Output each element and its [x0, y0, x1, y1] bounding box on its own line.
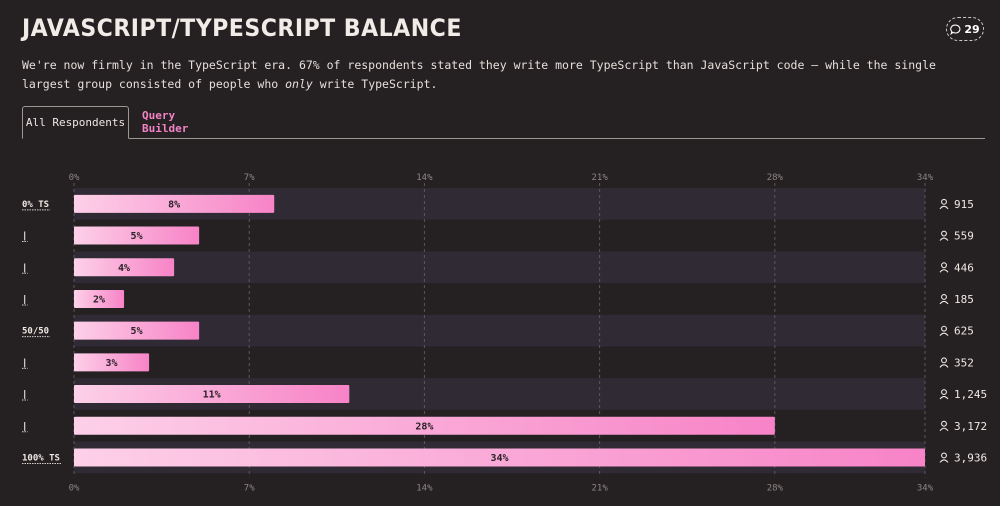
x-tick-label-bottom: 0% [69, 483, 80, 493]
user-icon [939, 294, 949, 305]
user-icon-head [941, 389, 947, 395]
row-label: 100% TS [22, 453, 60, 463]
x-tick-label-bottom: 34% [917, 483, 934, 493]
bar-value-label: 11% [203, 390, 221, 401]
user-icon-head [941, 230, 947, 237]
respondent-count: 915 [954, 198, 974, 211]
x-tick-label-top: 14% [416, 173, 433, 183]
x-tick-label-bottom: 14% [416, 483, 433, 493]
respondent-count: 185 [954, 293, 974, 306]
respondent-count: 559 [954, 230, 974, 243]
x-tick-label-top: 34% [917, 173, 934, 183]
bar-value-label: 4% [118, 263, 130, 274]
bar-value-label: 8% [168, 199, 180, 210]
respondent-count: 1,245 [954, 388, 987, 401]
bar-value-label: 5% [131, 231, 143, 242]
user-icon-body [939, 364, 949, 368]
user-icon-head [941, 262, 947, 269]
row-label: | [22, 263, 27, 273]
comments-button[interactable]: 29 [946, 17, 984, 41]
row-label: 0% TS [22, 200, 49, 210]
bar [74, 289, 125, 308]
chart-description: We're now firmly in the TypeScript era. … [22, 56, 982, 94]
user-icon-head [941, 357, 947, 364]
user-icon-head [941, 325, 947, 332]
user-icon-body [939, 332, 949, 337]
row-label: 50/50 [22, 327, 49, 337]
x-tick-label-top: 21% [591, 173, 608, 183]
respondent-count: 446 [954, 261, 974, 274]
user-icon-head [941, 198, 947, 205]
user-icon-head [941, 294, 947, 300]
user-icon-head [941, 452, 947, 459]
row-label: | [22, 358, 27, 368]
user-icon-body [939, 300, 949, 305]
comment-icon [950, 24, 961, 35]
respondent-count: 352 [954, 356, 974, 369]
row-label: | [22, 422, 27, 432]
x-tick-label-bottom: 21% [591, 483, 608, 493]
bar [74, 448, 925, 467]
bar [74, 385, 350, 404]
bar-value-label: 34% [490, 453, 508, 464]
user-icon-body [939, 459, 949, 463]
user-icon [939, 325, 949, 337]
user-icon [939, 262, 949, 273]
bar-value-label: 2% [93, 294, 105, 305]
user-icon [939, 357, 949, 368]
bar [74, 416, 775, 435]
comment-count: 29 [964, 22, 980, 36]
user-icon [939, 198, 949, 210]
bar [74, 226, 200, 245]
x-tick-label-top: 0% [69, 173, 80, 183]
row-label: | [22, 295, 27, 305]
x-tick-label-bottom: 28% [767, 483, 784, 493]
bar-value-label: 28% [415, 421, 433, 432]
bar [74, 353, 150, 372]
tab-all-respondents[interactable]: All Respondents [22, 106, 129, 139]
row-band [74, 314, 925, 347]
user-icon [939, 452, 949, 463]
x-tick-label-top: 28% [767, 173, 784, 183]
row-label: | [22, 390, 27, 400]
tab-query-builder[interactable]: Query Builder [142, 109, 189, 135]
user-icon-body [939, 205, 949, 210]
user-icon [939, 389, 949, 400]
x-tick-label-bottom: 7% [244, 483, 255, 493]
user-icon-body [939, 269, 949, 273]
user-icon [939, 420, 949, 432]
user-icon-body [939, 427, 949, 432]
row-band [74, 251, 925, 284]
bar [74, 194, 275, 213]
bar-value-label: 5% [131, 326, 143, 337]
user-icon [939, 230, 949, 241]
row-label: | [22, 232, 27, 242]
user-icon-body [939, 396, 949, 400]
respondent-count: 3,936 [954, 451, 987, 464]
description-emphasis: only [285, 77, 313, 91]
user-icon-body [939, 237, 949, 241]
respondent-count: 625 [954, 325, 974, 338]
bar [74, 321, 200, 340]
bar-value-label: 3% [106, 358, 118, 369]
respondent-count: 3,172 [954, 420, 987, 433]
chart-title: JAVASCRIPT/TYPESCRIPT BALANCE [22, 14, 462, 42]
x-tick-label-top: 7% [244, 173, 255, 183]
tab-bar: All Respondents Query Builder [22, 106, 985, 139]
description-text-1: We're now firmly in the TypeScript era. … [22, 58, 936, 91]
description-text-2: write TypeScript. [312, 77, 438, 91]
bar [74, 258, 175, 277]
user-icon-head [941, 420, 947, 427]
